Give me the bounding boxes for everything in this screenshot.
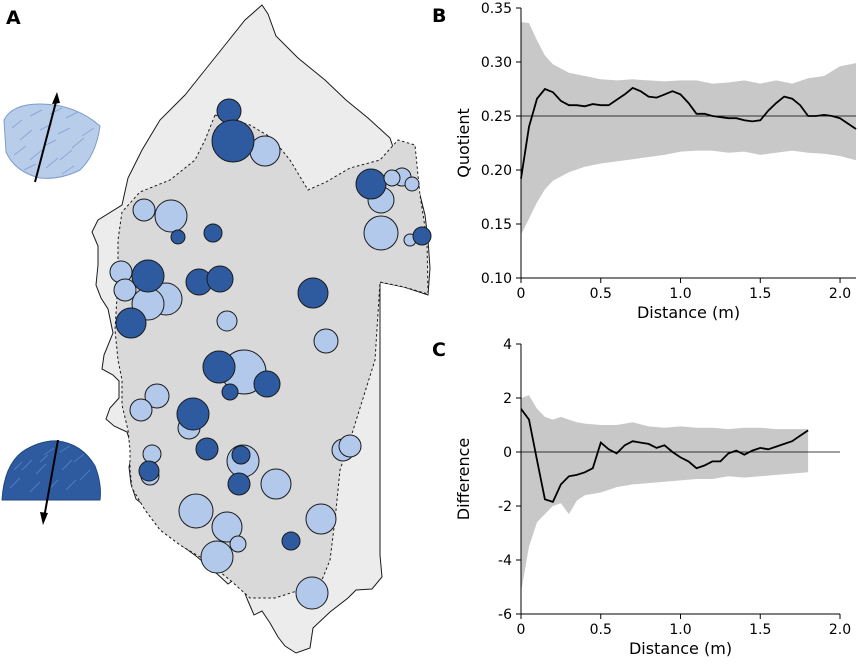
difference-x-axis-label: Distance (m) [629,639,732,658]
y-tick-label: 0.30 [481,55,512,71]
panel-a-label: A [6,7,21,29]
colony-light [383,169,401,187]
y-tick-label: 0.10 [481,271,512,287]
x-tick-label: 0 [517,286,526,302]
colony-light [211,511,243,543]
quotient-ticks: 0 0.5 1.0 1.5 2.0 0.10 0.15 0.20 0.25 0.30 0.35 [481,1,851,302]
colony-dark [355,168,387,200]
colony-dark [211,119,255,163]
colony-dark [227,472,251,496]
y-tick-label: 2 [503,391,512,407]
colony-dark [195,437,219,461]
difference-envelope-band [521,395,809,593]
colony-dark [216,98,242,124]
plot-map [91,4,431,654]
colony-dark [231,445,251,465]
colony-light [338,434,362,458]
colony-dark [253,370,281,398]
x-tick-label: 2.0 [829,286,851,302]
colony-dark [138,460,160,482]
colony-light [200,540,234,574]
colony-light [229,535,247,553]
quotient-y-axis-label: Quotient [454,108,473,178]
panel-c: C 0 0.5 1.0 1.5 2.0 -6 -4 -2 0 2 4 Distance (m) Di… [432,337,851,658]
colony-light [113,278,137,302]
colony-light [129,398,153,422]
colony-dark [202,350,236,384]
y-tick-label: 4 [503,337,512,353]
colony-light [249,135,281,167]
quotient-chart: 0 0.5 1.0 1.5 2.0 0.10 0.15 0.20 0.25 0.30 0.35 Di… [454,1,857,322]
y-tick-label: -2 [498,499,512,515]
quotient-x-axis-label: Distance (m) [637,303,740,322]
difference-ticks: 0 0.5 1.0 1.5 2.0 -6 -4 -2 0 2 4 [498,337,851,638]
colony-dark [176,397,210,431]
y-tick-label: 0.25 [481,109,512,125]
colony-dark [115,307,147,339]
colony-light [305,503,337,535]
difference-series-line [520,408,809,504]
x-tick-label: 1.0 [669,286,691,302]
y-tick-label: 0.20 [481,163,512,179]
x-tick-label: 0 [517,622,526,638]
quotient-envelope-band [521,22,856,235]
x-tick-label: 1.0 [669,622,691,638]
y-tick-label: -6 [498,607,512,623]
colony-light [260,468,292,500]
x-tick-label: 1.5 [749,622,771,638]
y-tick-label: 0.35 [481,1,512,17]
colony-dark [203,223,223,243]
dark-blue-coral-icon [1,439,101,525]
colony-light [295,576,329,610]
colony-light [404,176,420,192]
y-tick-label: 0 [503,445,512,461]
colony-dark [170,229,186,245]
x-tick-label: 1.5 [749,286,771,302]
colony-light [132,198,156,222]
colony-dark [221,383,239,401]
colony-light [178,493,214,529]
x-tick-label: 0.5 [590,286,612,302]
y-tick-label: 0.15 [481,217,512,233]
colony-dark [206,265,234,293]
panel-c-label: C [432,339,446,361]
panel-b-label: B [432,5,446,27]
panel-a: A [1,4,432,654]
colony-circles [109,98,432,610]
colony-dark [412,226,432,246]
difference-chart: 0 0.5 1.0 1.5 2.0 -6 -4 -2 0 2 4 Distance (m) Diff… [454,337,851,658]
panel-b: B 0 0.5 1.0 1.5 2.0 0.10 0.15 0.20 0.25 0.30 0.35 … [432,1,857,322]
colony-light [154,199,188,233]
colony-light [363,215,399,251]
colony-light [142,444,162,464]
y-tick-label: -4 [498,553,512,569]
difference-y-axis-label: Difference [454,438,473,520]
colony-dark [297,277,329,309]
colony-light [144,383,170,409]
x-tick-label: 0.5 [590,622,612,638]
colony-dark [131,259,165,293]
light-blue-coral-icon [3,92,101,183]
x-tick-label: 2.0 [829,622,851,638]
colony-light [216,310,238,332]
colony-dark [281,531,301,551]
quotient-series-line [520,86,857,179]
colony-light [313,328,339,354]
